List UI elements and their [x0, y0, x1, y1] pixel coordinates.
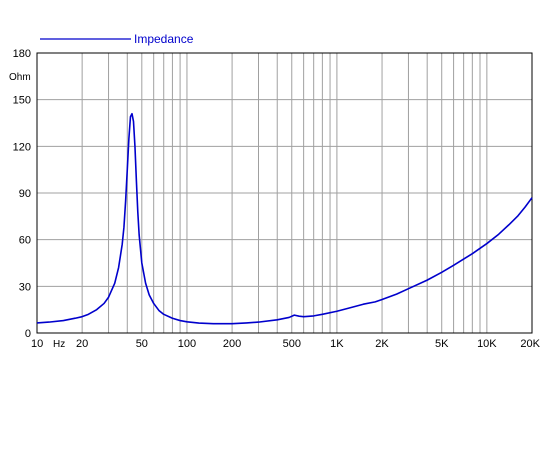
legend: Impedance [40, 32, 194, 46]
y-tick-label: 90 [19, 188, 31, 200]
x-tick-label: 5K [435, 338, 449, 350]
y-tick-label: 0 [25, 328, 31, 340]
x-axis-ticks: 10 20 50 100 200 500 1K 2K 5K 10K 20K [31, 338, 541, 350]
x-tick-label: 1K [330, 338, 344, 350]
x-axis-label: Hz [53, 339, 65, 350]
x-tick-label: 10 [31, 338, 43, 350]
y-tick-label: 180 [13, 48, 31, 60]
y-axis-ticks: 0 30 60 90 120 150 180 [13, 48, 31, 340]
x-tick-label: 500 [283, 338, 301, 350]
x-tick-label: 10K [477, 338, 497, 350]
x-tick-label: 100 [178, 338, 196, 350]
grid [37, 53, 532, 333]
y-tick-label: 150 [13, 95, 31, 107]
y-tick-label: 30 [19, 281, 31, 293]
x-tick-label: 2K [375, 338, 389, 350]
plot-frame [36, 52, 533, 334]
x-tick-label: 50 [136, 338, 148, 350]
x-tick-label: 20K [520, 338, 540, 350]
y-tick-label: 120 [13, 141, 31, 153]
x-tick-label: 20 [76, 338, 88, 350]
series-layer [36, 112, 533, 325]
legend-label: Impedance [134, 32, 194, 46]
y-axis-label: Ohm [9, 72, 31, 83]
y-tick-label: 60 [19, 235, 31, 247]
series-line-impedance [36, 112, 533, 325]
x-tick-label: 200 [223, 338, 241, 350]
